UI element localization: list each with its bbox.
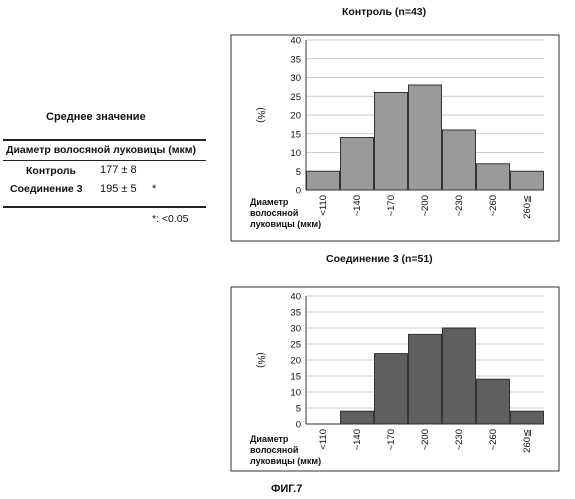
y-tick-label: 25: [290, 340, 301, 351]
x-tick-label: 260≦: [522, 195, 533, 219]
bar-0: [307, 171, 340, 190]
y-tick-label: 20: [290, 356, 301, 367]
bar-2: [375, 93, 408, 191]
y-tick-label: 5: [296, 404, 301, 415]
y-tick-label: 20: [290, 111, 301, 122]
x-tick-label: ~200: [420, 429, 431, 450]
x-tick-label: ~140: [352, 429, 363, 450]
x-tick-label: ~200: [420, 195, 431, 216]
bar-5: [477, 164, 510, 190]
bar-5: [477, 379, 510, 424]
row-value-compound3: 195 ± 5: [100, 183, 137, 195]
table-bottom-rule: [3, 206, 206, 208]
y-tick-label: 0: [296, 186, 301, 197]
y-axis-label: (%): [255, 107, 266, 123]
significance-note: *: <0.05: [152, 213, 189, 225]
x-axis-label-line: луковицы (мкм): [250, 219, 321, 229]
chart-title-control: Контроль (n=43): [342, 6, 426, 18]
y-tick-label: 10: [290, 148, 301, 159]
x-axis-label-line: Диаметр: [250, 197, 289, 207]
y-tick-label: 15: [290, 129, 301, 140]
x-axis-label-line: волосяной: [250, 445, 298, 455]
row-value-control: 177 ± 8: [100, 164, 137, 176]
table-top-rule: [3, 139, 206, 141]
y-tick-label: 40: [290, 36, 301, 47]
y-tick-label: 35: [290, 308, 301, 319]
y-tick-label: 35: [290, 54, 301, 65]
chart-title-compound3: Соединение 3 (n=51): [326, 253, 433, 265]
histogram-control: 0 5 10 15 20 25 30 35 40 <110 ~140 ~170 ~200 ~230 ~260…: [230, 34, 560, 242]
y-tick-label: 30: [290, 73, 301, 84]
bar-3: [409, 334, 442, 424]
x-tick-label: ~230: [454, 429, 465, 450]
y-tick-label: 10: [290, 388, 301, 399]
y-axis-label: (%): [255, 352, 266, 368]
bar-6: [511, 411, 544, 424]
x-tick-label: ~230: [454, 195, 465, 216]
summary-header: Диаметр волосяной луковицы (мкм): [6, 144, 196, 156]
y-tick-label: 25: [290, 92, 301, 103]
figure-caption: ФИГ.7: [271, 483, 302, 495]
y-tick-label: 5: [296, 167, 301, 178]
y-tick-label: 30: [290, 324, 301, 335]
bar-3: [409, 85, 442, 190]
y-tick-label: 40: [290, 292, 301, 303]
table-header-rule: [3, 160, 206, 161]
bar-1: [341, 138, 374, 191]
x-tick-label: ~170: [386, 195, 397, 216]
bar-4: [443, 328, 476, 424]
x-axis-label-line: Диаметр: [250, 434, 289, 444]
x-tick-label: ~140: [352, 195, 363, 216]
x-tick-label: <110: [318, 429, 329, 450]
y-tick-label: 0: [296, 420, 301, 431]
chart-title-control-n: (n=43): [395, 6, 426, 18]
y-tick-label: 15: [290, 372, 301, 383]
x-tick-label: ~260: [488, 195, 499, 216]
bar-2: [375, 354, 408, 424]
bar-1: [341, 411, 374, 424]
histogram-compound3: 0 5 10 15 20 25 30 35 40 <110 ~140 ~170 ~200 ~230 ~260…: [230, 286, 560, 472]
significance-mark: *: [152, 183, 156, 195]
x-axis-label-line: волосяной: [250, 208, 298, 218]
chart-title-control-text: Контроль: [342, 6, 392, 18]
x-tick-label: ~170: [386, 429, 397, 450]
bar-6: [511, 171, 544, 190]
row-label-control: Контроль: [26, 165, 76, 177]
x-tick-label: 260≦: [522, 429, 533, 453]
x-axis-label-line: луковицы (мкм): [250, 456, 321, 466]
bar-4: [443, 130, 476, 190]
x-tick-label: ~260: [488, 429, 499, 450]
x-tick-label: <110: [318, 195, 329, 216]
summary-title: Среднее значение: [46, 111, 146, 123]
row-label-compound3: Соединение 3: [10, 183, 83, 195]
